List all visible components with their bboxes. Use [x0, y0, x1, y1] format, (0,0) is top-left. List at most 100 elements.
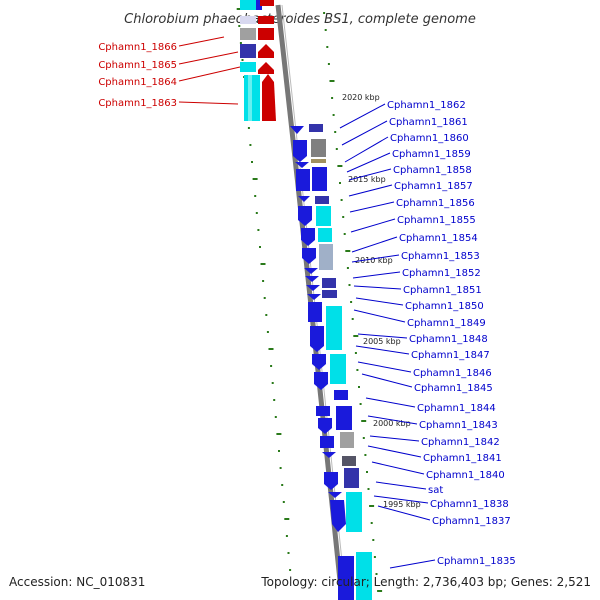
gene-label-right[interactable]: Cphamn1_1855: [397, 215, 476, 226]
gene-1863-arrow[interactable]: [262, 74, 276, 121]
gene-label-right[interactable]: Cphamn1_1846: [413, 368, 492, 379]
label-leader-lines: [178, 36, 436, 569]
gene-label-right[interactable]: sat: [428, 485, 443, 496]
gene-1865-arrow[interactable]: [258, 44, 274, 58]
gene-1856[interactable]: [298, 206, 312, 226]
gene-block[interactable]: [240, 16, 256, 24]
gene-1840[interactable]: [324, 472, 338, 490]
gene-label-right[interactable]: Cphamn1_1858: [393, 165, 472, 176]
gene-1856-b[interactable]: [316, 206, 331, 226]
gene-label-right[interactable]: Cphamn1_1849: [407, 318, 486, 329]
gene-1847[interactable]: [312, 354, 326, 370]
gene-label-right[interactable]: Cphamn1_1848: [409, 334, 488, 345]
gene-block[interactable]: [258, 16, 274, 24]
gene-1857[interactable]: [298, 196, 310, 202]
gene-1845[interactable]: [334, 390, 348, 400]
gene-1849[interactable]: [308, 302, 322, 322]
position-tick: [281, 484, 284, 486]
gene-label-right[interactable]: Cphamn1_1838: [430, 499, 509, 510]
gene-1837[interactable]: [330, 500, 346, 532]
position-tick: [375, 573, 378, 575]
gene-1851-b[interactable]: [322, 290, 337, 298]
gene-1865[interactable]: [240, 44, 256, 58]
position-tick: [367, 488, 370, 490]
gene-1852[interactable]: [305, 276, 319, 282]
gene-1861[interactable]: [293, 140, 307, 162]
gene-label-right[interactable]: Cphamn1_1856: [396, 198, 475, 209]
leader-line: [349, 201, 395, 213]
gene-label-right[interactable]: Cphamn1_1862: [387, 100, 466, 111]
gene-1852-b[interactable]: [322, 278, 336, 288]
gene-1860[interactable]: [295, 162, 309, 168]
gene-1844[interactable]: [316, 406, 330, 416]
gene-1842[interactable]: [320, 436, 334, 448]
gene-label-right[interactable]: Cphamn1_1840: [426, 470, 505, 481]
gene-label-right[interactable]: Cphamn1_1850: [405, 301, 484, 312]
gene-1838[interactable]: [346, 492, 362, 532]
gene-1855-b[interactable]: [318, 228, 332, 242]
gene-label-left[interactable]: Cphamn1_1866: [98, 42, 177, 53]
gene-label-right[interactable]: Cphamn1_1851: [403, 285, 482, 296]
gene-block[interactable]: [256, 0, 262, 10]
gene-1841[interactable]: [322, 452, 336, 458]
position-tick: [366, 471, 368, 473]
position-tick: [251, 161, 253, 163]
gene-1851[interactable]: [306, 285, 320, 291]
gene-label-right[interactable]: Cphamn1_1852: [402, 268, 481, 279]
gene-label-right[interactable]: Cphamn1_1854: [399, 233, 478, 244]
gene-label-right[interactable]: Cphamn1_1844: [417, 403, 496, 414]
gene-label-right[interactable]: Cphamn1_1853: [401, 251, 480, 262]
gene-label-left[interactable]: Cphamn1_1865: [98, 60, 177, 71]
leader-line: [365, 397, 416, 408]
gene-label-right[interactable]: Cphamn1_1847: [411, 350, 490, 361]
gene-1860-b[interactable]: [311, 159, 326, 163]
gene-label-right[interactable]: Cphamn1_1859: [392, 149, 471, 160]
gene-block[interactable]: [260, 0, 274, 6]
gene-1840-b[interactable]: [344, 468, 359, 488]
gene-label-left[interactable]: Cphamn1_1864: [98, 77, 177, 88]
position-tick: [346, 267, 349, 269]
gene-1844-b[interactable]: [336, 406, 352, 430]
gene-label-right[interactable]: Cphamn1_1845: [414, 383, 493, 394]
gene-label-right[interactable]: Cphamn1_1842: [421, 437, 500, 448]
gene-1862-b[interactable]: [309, 124, 323, 132]
gene-1846-b[interactable]: [330, 354, 346, 384]
gene-block[interactable]: [240, 0, 256, 10]
leader-line: [389, 559, 436, 569]
gene-label-right[interactable]: Cphamn1_1837: [432, 516, 511, 527]
leader-line: [339, 103, 386, 129]
leader-line: [178, 51, 239, 65]
gene-label-right[interactable]: Cphamn1_1835: [437, 556, 516, 567]
gene-1849-b[interactable]: [326, 306, 342, 350]
gene-label-right[interactable]: Cphamn1_1860: [390, 133, 469, 144]
gene-1866[interactable]: [240, 28, 256, 40]
gene-1862[interactable]: [290, 126, 304, 134]
gene-1848[interactable]: [310, 326, 324, 352]
gene-1866-arrow[interactable]: [258, 28, 274, 40]
gene-sat[interactable]: [328, 492, 342, 498]
leader-line: [344, 136, 389, 163]
gene-1850[interactable]: [307, 294, 321, 300]
gene-1853[interactable]: [304, 268, 318, 274]
gene-1843[interactable]: [318, 418, 332, 434]
gene-1854-b[interactable]: [319, 244, 333, 270]
gene-1857-b[interactable]: [315, 196, 329, 204]
gene-label-left[interactable]: Cphamn1_1863: [98, 98, 177, 109]
gene-1864[interactable]: [240, 62, 256, 72]
gene-1835[interactable]: [338, 556, 354, 600]
gene-1858[interactable]: [312, 167, 327, 191]
gene-label-right[interactable]: Cphamn1_1857: [394, 181, 473, 192]
gene-1861-b[interactable]: [311, 139, 326, 157]
gene-1842-b[interactable]: [340, 432, 354, 448]
gene-1864-arrow[interactable]: [258, 62, 274, 74]
gene-1835-b[interactable]: [356, 552, 372, 600]
gene-1855[interactable]: [301, 228, 315, 246]
gene-1846[interactable]: [314, 372, 328, 390]
gene-label-right[interactable]: Cphamn1_1841: [423, 453, 502, 464]
gene-1841-b[interactable]: [342, 456, 356, 466]
gene-label-right[interactable]: Cphamn1_1861: [389, 117, 468, 128]
leader-line: [373, 495, 429, 504]
gene-label-right[interactable]: Cphamn1_1843: [419, 420, 498, 431]
gene-1859[interactable]: [296, 169, 310, 191]
gene-1854[interactable]: [302, 248, 316, 264]
